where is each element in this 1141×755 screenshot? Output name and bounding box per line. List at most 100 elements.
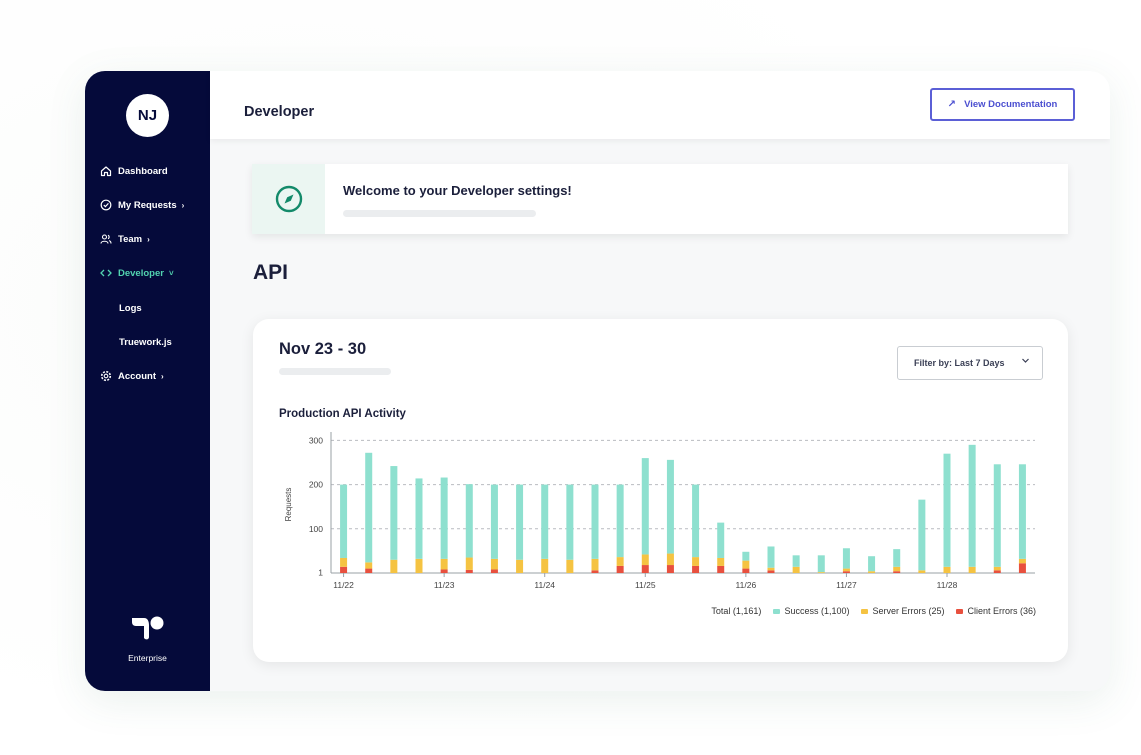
bar-client [340,566,348,573]
sidebar-item-team[interactable]: Team › [100,229,150,249]
welcome-card: Welcome to your Developer settings! [252,164,1068,234]
home-icon [100,165,112,177]
bar-server [792,566,800,573]
bar-success [1018,464,1026,559]
bar-success [792,555,800,567]
bar-success [842,548,850,569]
chevron-down-icon: ˅ [168,268,174,278]
y-tick-label: 300 [309,435,323,445]
bar-success [893,549,901,567]
chart-legend: Total (1,161) Success (1,100) Server Err… [699,606,1036,616]
bar-success [415,478,423,559]
bar-success [968,444,976,567]
bar-server [641,554,649,566]
bar-server [541,558,549,573]
legend-swatch [861,608,869,614]
chart-title: Production API Activity [279,408,406,420]
bar-success [918,499,926,571]
chevron-right-icon: › [147,234,150,244]
legend-server-errors: Server Errors (25) [861,606,944,616]
bar-server [490,558,498,570]
bar-client [1018,563,1026,573]
sidebar-item-developer[interactable]: Developer ˅ [100,263,174,283]
bar-client [490,569,498,573]
bar-server [767,567,775,571]
view-documentation-label: View Documentation [964,99,1058,110]
bar-client [465,569,473,573]
bar-server [1018,558,1026,564]
skeleton-line [279,368,391,375]
bar-success [365,452,373,563]
sidebar-subitem-logs[interactable]: Logs [119,303,142,314]
main-content: Developer ↗ View Documentation Welcome t… [210,71,1110,691]
x-tick-label: 11/27 [836,580,857,590]
code-icon [100,267,112,279]
bar-success [666,459,674,554]
legend-swatch [956,608,964,614]
brand-label: Enterprise [128,653,167,663]
skeleton-line [343,210,536,217]
sidebar: NJ Dashboard My Requests › Team › [85,71,210,691]
compass-icon [275,185,302,213]
x-tick-label: 11/24 [534,580,555,590]
bar-server [893,566,901,572]
bar-success [340,484,348,558]
bar-server [616,557,624,566]
bar-success [591,484,599,559]
welcome-title: Welcome to your Developer settings! [343,183,572,198]
date-range: Nov 23 - 30 [279,340,367,358]
welcome-icon-box [252,164,325,234]
bar-server [993,566,1001,571]
sidebar-item-label: Dashboard [118,165,168,177]
y-tick-label: 200 [309,480,323,490]
sidebar-item-label: Developer [118,267,164,279]
view-documentation-button[interactable]: ↗ View Documentation [930,88,1075,121]
bar-server [742,560,750,569]
bar-success [490,484,498,559]
api-activity-card: Nov 23 - 30 Filter by: Last 7 Days Produ… [253,319,1068,662]
bar-client [641,565,649,573]
bar-server [943,566,951,573]
bar-client [692,565,700,573]
api-activity-chart: 1 100 200 300 Requests 11/22 11/23 11/24 11/25 11… [284,432,1035,590]
chevron-down-icon [1021,356,1030,367]
legend-client-errors: Client Errors (36) [956,606,1036,616]
bar-server [340,557,348,567]
bar-server [842,568,850,572]
bar-client [767,570,775,573]
chevron-right-icon: › [161,371,164,381]
legend-label: Success (1,100) [784,606,850,616]
truework-logo-icon [132,616,164,640]
page-title: Developer [244,104,315,120]
sidebar-item-account[interactable]: Account › [100,366,164,386]
check-circle-icon [100,199,112,211]
bar-client [616,565,624,573]
bar-server [918,570,926,573]
bar-client [666,565,674,573]
bar-server [415,558,423,573]
bar-success [566,484,574,560]
filter-dropdown[interactable]: Filter by: Last 7 Days [897,346,1043,380]
bar-server [717,557,725,566]
bar-server [440,558,448,570]
bar-server [591,558,599,571]
avatar[interactable]: NJ [126,94,169,137]
x-tick-label: 11/25 [635,580,656,590]
y-tick-label: 1 [318,568,323,578]
bar-success [465,484,473,558]
chevron-right-icon: › [181,200,185,210]
sidebar-item-my-requests[interactable]: My Requests › [100,195,184,215]
bar-client [591,570,599,573]
bar-client [440,569,448,573]
sidebar-item-dashboard[interactable]: Dashboard [100,161,168,181]
topbar: Developer ↗ View Documentation [210,71,1110,139]
x-tick-label: 11/26 [736,580,757,590]
bar-client [842,571,850,573]
x-tick-label: 11/22 [333,580,354,590]
sidebar-subitem-truework-js[interactable]: Truework.js [119,337,172,348]
bar-success [767,546,775,568]
bar-client [742,568,750,573]
legend-total: Total (1,161) [711,606,761,616]
gear-icon [100,370,112,382]
users-icon [100,233,112,245]
